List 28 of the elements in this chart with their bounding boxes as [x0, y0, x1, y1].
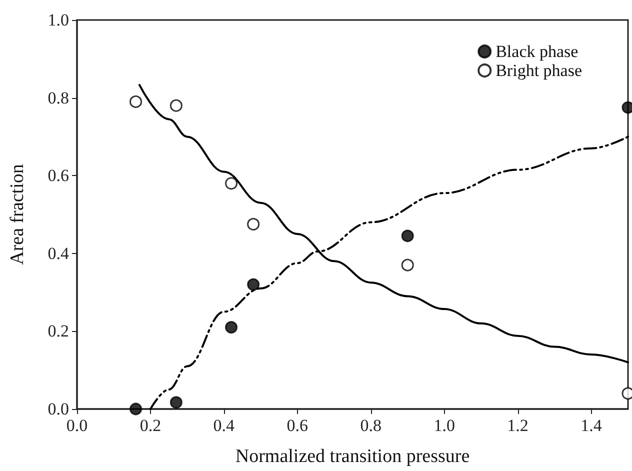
- y-axis-title: Area fraction: [7, 164, 28, 265]
- x-tick-label: 0.0: [66, 416, 88, 435]
- x-tick-label: 1.4: [580, 416, 602, 435]
- point: [247, 218, 260, 230]
- point: [401, 258, 414, 272]
- x-tick-label: 0.6: [286, 416, 308, 435]
- x-tick-label: 1.0: [434, 416, 455, 435]
- point: [401, 230, 414, 242]
- point: [247, 278, 260, 291]
- x-tick-label: 0.2: [140, 416, 162, 435]
- point: [170, 396, 182, 409]
- y-tick-label: 0.6: [48, 166, 69, 186]
- point: [130, 95, 142, 108]
- legend-label: Black phase: [496, 42, 578, 61]
- x-tick-label: 0.8: [360, 416, 382, 435]
- y-tick-label: 0.0: [48, 400, 69, 418]
- point: [170, 99, 182, 112]
- x-tick-label: 1.2: [507, 416, 528, 435]
- point: [225, 321, 238, 334]
- y-tick-label: 0.4: [48, 244, 70, 263]
- point: [225, 177, 238, 190]
- y-tick-label: 0.8: [48, 88, 69, 108]
- point: [130, 402, 142, 416]
- x-tick-label: 0.4: [213, 416, 236, 435]
- legend-label: Bright phase: [496, 61, 582, 80]
- y-tick-label: 0.2: [48, 322, 69, 341]
- y-tick-label: 1.0: [48, 10, 69, 30]
- x-axis-title: Normalized transition pressure: [235, 446, 470, 467]
